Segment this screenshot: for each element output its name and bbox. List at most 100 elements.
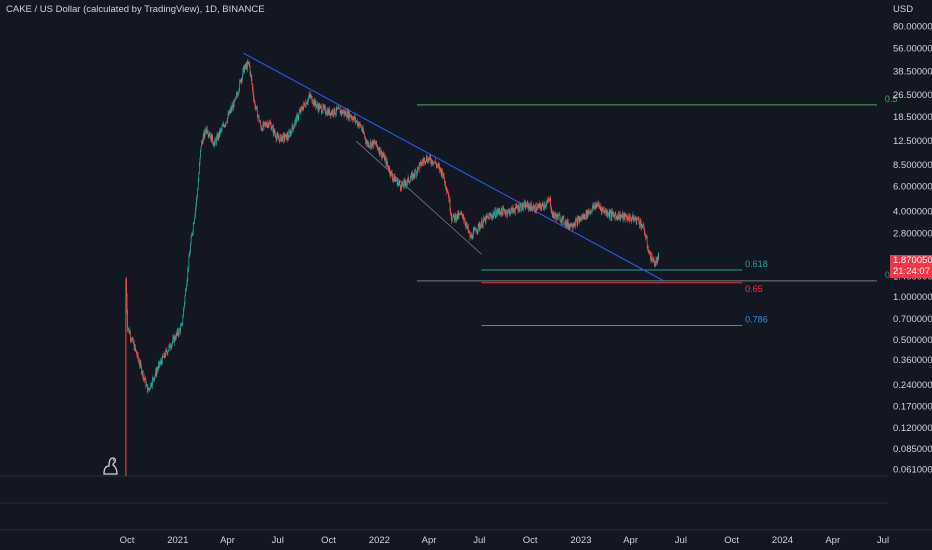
candle-body xyxy=(304,104,306,107)
candle-body xyxy=(253,98,255,101)
candle-body xyxy=(435,163,437,166)
candle-body xyxy=(413,173,414,176)
candle-body xyxy=(138,360,140,365)
candle-body xyxy=(512,207,513,214)
candle-body xyxy=(592,205,594,209)
candle-body xyxy=(211,135,213,142)
candle-body xyxy=(588,212,590,214)
candle-body xyxy=(616,216,618,218)
candle-body xyxy=(531,207,533,211)
x-tick-label: Apr xyxy=(623,535,638,546)
candle-body xyxy=(398,182,400,184)
candle-body xyxy=(247,62,249,64)
candle-body xyxy=(502,208,504,216)
candle-body xyxy=(174,336,175,343)
candle-body xyxy=(384,157,386,161)
candle-body xyxy=(208,134,210,136)
tradingview-logo-icon[interactable] xyxy=(100,454,122,476)
candle-body xyxy=(133,342,135,350)
candle-body xyxy=(626,216,628,219)
candle-body xyxy=(504,209,506,213)
candle-body xyxy=(475,228,476,231)
candle-body xyxy=(205,131,207,133)
candle-body xyxy=(153,378,155,380)
candle-body xyxy=(554,215,556,218)
candle-body xyxy=(537,206,539,207)
candle-body xyxy=(299,110,301,113)
candle-body xyxy=(524,202,525,204)
candle-body xyxy=(311,96,312,97)
candle-body xyxy=(367,142,369,146)
candle-body xyxy=(278,138,280,140)
candle-body xyxy=(374,142,375,143)
candle-body xyxy=(191,235,192,238)
candle-body xyxy=(638,219,640,224)
candle-body xyxy=(145,378,147,386)
candle-body xyxy=(601,207,603,212)
candle-body xyxy=(440,167,442,171)
candle-body xyxy=(451,220,453,222)
candle-body xyxy=(477,230,479,232)
candle-body xyxy=(353,116,355,119)
candle-body xyxy=(620,216,622,217)
candle-body xyxy=(645,235,646,238)
candle-body xyxy=(275,134,276,138)
candle-body xyxy=(348,111,349,118)
candle-body xyxy=(490,214,491,216)
candle-body xyxy=(587,210,588,217)
candle-body xyxy=(515,204,517,206)
channel-line[interactable] xyxy=(355,140,482,255)
candle-body xyxy=(165,350,167,357)
candle-body xyxy=(246,64,248,69)
candle-body xyxy=(168,345,170,350)
candle-body xyxy=(296,115,297,124)
candle-body xyxy=(470,235,471,238)
candle-body xyxy=(457,212,459,218)
candle-body xyxy=(161,361,163,364)
candle-body xyxy=(423,158,425,160)
candle-body xyxy=(422,162,424,163)
candle-body xyxy=(505,212,507,215)
candle-body xyxy=(288,132,290,139)
x-axis[interactable]: Oct 2021 Apr Jul Oct 2022 Apr Jul Oct 2023 Apr Jul O… xyxy=(120,535,889,546)
candle-body xyxy=(282,136,284,142)
candle-body xyxy=(531,209,533,211)
candle-body xyxy=(489,214,491,216)
candle-body xyxy=(494,210,496,218)
candle-body xyxy=(128,328,130,330)
candle-body xyxy=(190,237,192,245)
candle-body xyxy=(442,176,444,177)
candle-body xyxy=(181,323,183,324)
trend-lines[interactable] xyxy=(243,52,665,282)
candle-body xyxy=(402,181,403,186)
candle-body xyxy=(449,200,450,202)
fibonacci-levels[interactable]: 0.5 0 0.618 0.65 0.786 xyxy=(416,94,898,327)
candle-body xyxy=(396,180,397,182)
descending-trend-line[interactable] xyxy=(243,52,665,282)
candle-body xyxy=(657,257,659,263)
candle-body xyxy=(486,215,487,217)
candle-body xyxy=(129,332,131,339)
candle-body xyxy=(592,205,593,209)
candle-body xyxy=(351,117,353,120)
candle-body xyxy=(135,349,137,351)
candle-body xyxy=(426,156,428,161)
candle-body xyxy=(201,141,203,142)
candle-body xyxy=(359,122,360,125)
candle-body xyxy=(431,160,433,164)
fib-level-label: 0.618 xyxy=(745,259,768,269)
candle-body xyxy=(654,260,655,267)
candle-body xyxy=(345,111,347,115)
candle-body xyxy=(259,121,260,122)
candle-body xyxy=(258,115,259,117)
candle-body xyxy=(268,122,269,127)
candle-body xyxy=(429,156,430,159)
candle-body xyxy=(203,132,205,137)
candle-body xyxy=(382,154,384,156)
